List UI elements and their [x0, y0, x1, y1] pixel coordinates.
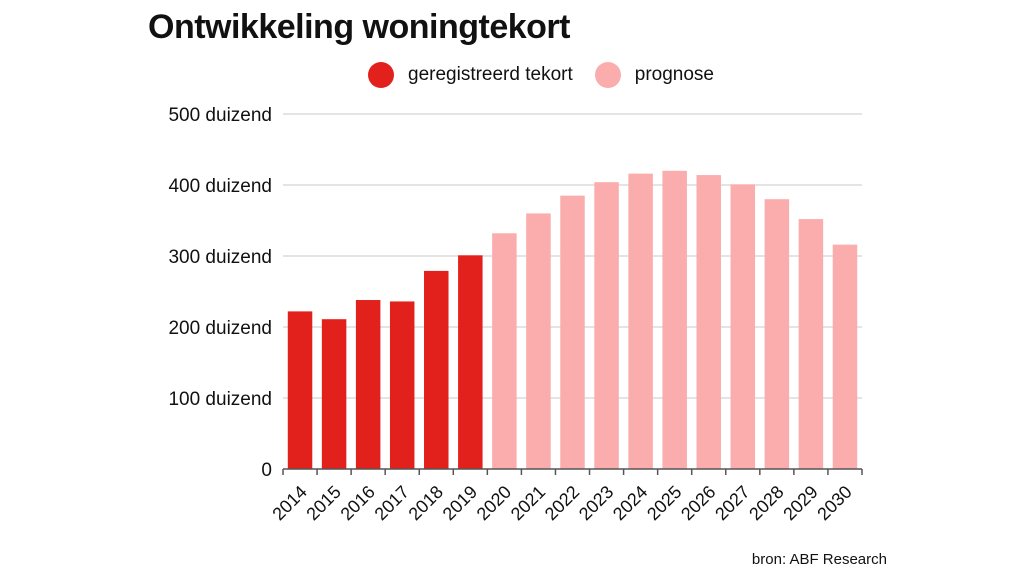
x-tick-label: 2018	[405, 482, 447, 524]
legend-swatch-forecast	[594, 62, 621, 88]
y-tick-label: 400 duizend	[168, 176, 272, 197]
x-tick-label: 2016	[337, 482, 379, 524]
x-tick-label: 2021	[507, 482, 549, 524]
y-tick-label: 0	[261, 460, 272, 481]
chart-title: Ontwikkeling woningtekort	[148, 8, 570, 46]
x-tick-label: 2023	[575, 482, 617, 524]
y-tick-label: 300 duizend	[168, 247, 272, 268]
bar-2030	[832, 244, 858, 469]
source-note: bron: ABF Research	[751, 551, 887, 568]
y-tick-label: 100 duizend	[168, 389, 272, 410]
bar-2020	[492, 233, 517, 469]
x-tick-label: 2025	[643, 482, 685, 524]
legend-item-forecast: prognose	[594, 62, 714, 88]
bar-2019	[458, 255, 483, 469]
legend-item-registered: geregistreerd tekort	[368, 62, 573, 88]
legend-label-forecast: prognose	[634, 64, 714, 85]
x-tick-label: 2022	[541, 482, 583, 524]
x-tick-label: 2014	[268, 482, 310, 524]
x-tick-label: 2024	[609, 482, 651, 524]
x-tick-label: 2020	[473, 482, 515, 524]
bar-2024	[628, 173, 653, 469]
bar-2014	[287, 311, 313, 469]
x-tick-label: 2029	[779, 482, 821, 524]
bar-2023	[594, 182, 619, 469]
bar-2029	[798, 219, 824, 469]
x-tick-label: 2026	[677, 482, 719, 524]
y-tick-label: 200 duizend	[168, 318, 272, 339]
bar-2022	[560, 195, 585, 469]
x-tick-label: 2028	[745, 482, 787, 524]
bar-2027	[730, 184, 756, 470]
x-tick-label: 2027	[711, 482, 753, 524]
bar-2016	[355, 300, 381, 469]
bar-2015	[321, 319, 347, 469]
legend-swatch-registered	[368, 62, 394, 88]
bar-2028	[764, 199, 790, 469]
x-tick-label: 2019	[439, 482, 481, 524]
bar-2018	[424, 270, 449, 469]
x-tick-label: 2015	[302, 482, 344, 524]
x-tick-label: 2017	[371, 482, 413, 524]
x-tick-label: 2030	[813, 482, 855, 524]
bar-2025	[662, 170, 687, 470]
legend: geregistreerd tekort prognose	[368, 62, 736, 88]
bar-2017	[389, 301, 415, 469]
bar-2026	[696, 175, 721, 469]
legend-label-registered: geregistreerd tekort	[408, 64, 573, 85]
bar-2021	[526, 213, 551, 469]
y-tick-label: 500 duizend	[168, 105, 272, 126]
